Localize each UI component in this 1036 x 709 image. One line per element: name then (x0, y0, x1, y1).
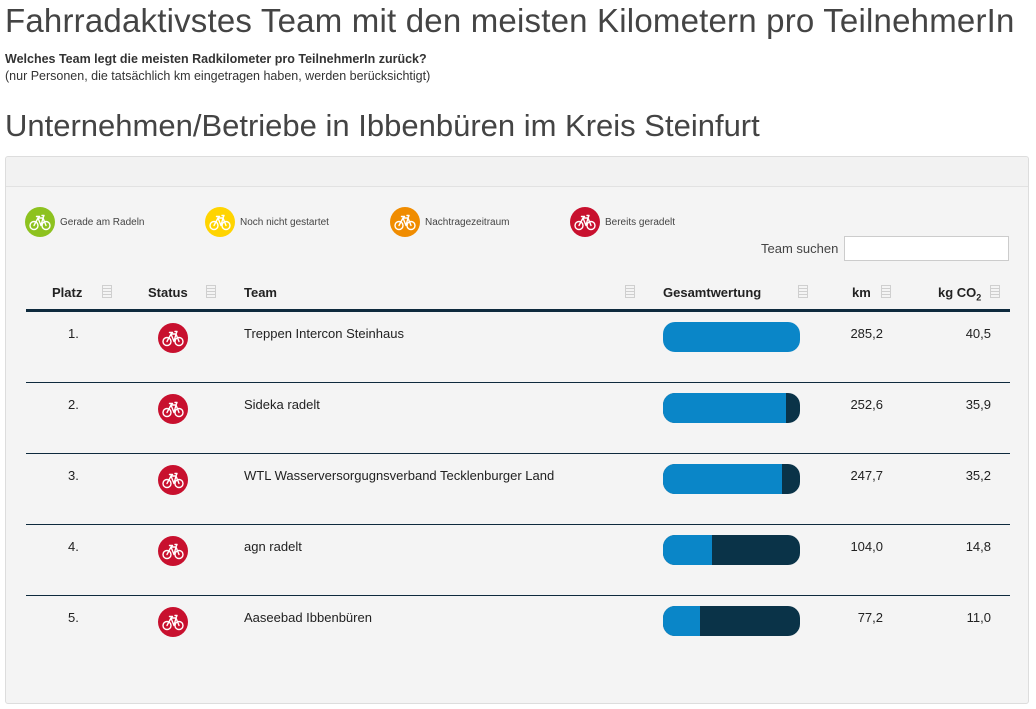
bicycle-icon (158, 394, 188, 424)
rank-cell: 5. (68, 610, 79, 625)
sort-icon[interactable] (102, 285, 112, 298)
section-title: Unternehmen/Betriebe in Ibbenbüren im Kr… (5, 108, 760, 143)
sort-icon[interactable] (206, 285, 216, 298)
bicycle-icon (25, 207, 55, 237)
legend-item-late-entry: Nachtragezeitraum (390, 207, 509, 237)
column-header-status[interactable]: Status (148, 285, 188, 300)
rank-cell: 3. (68, 468, 79, 483)
km-cell: 285,2 (850, 326, 883, 341)
co2-subscript: 2 (976, 292, 982, 303)
bicycle-icon (570, 207, 600, 237)
legend-label: Nachtragezeitraum (425, 216, 510, 228)
bicycle-icon (158, 607, 188, 637)
team-name: Sideka radelt (244, 397, 320, 412)
table-row: 1. Treppen Intercon Steinhaus 285,2 40,5 (26, 312, 1010, 383)
table-row: 5. Aaseebad Ibbenbüren 77,2 11,0 (26, 596, 1010, 667)
table-body: 1. Treppen Intercon Steinhaus 285,2 40,5 2. S… (26, 312, 1010, 667)
sort-icon[interactable] (990, 285, 1000, 298)
km-cell: 252,6 (850, 397, 883, 412)
team-name: Treppen Intercon Steinhaus (244, 326, 404, 341)
bicycle-icon (158, 323, 188, 353)
legend-item-not-started: Noch nicht gestartet (205, 207, 329, 237)
legend-item-finished: Bereits geradelt (570, 207, 675, 237)
co2-cell: 14,8 (965, 539, 991, 554)
legend-label: Gerade am Radeln (60, 216, 145, 228)
search-label: Team suchen (761, 241, 839, 256)
column-header-rank[interactable]: Platz (52, 285, 83, 300)
note-text: (nur Personen, die tatsächlich km einget… (5, 69, 431, 83)
bicycle-icon (205, 207, 235, 237)
rank-cell: 1. (68, 326, 79, 341)
km-cell: 247,7 (850, 468, 883, 483)
co2-cell: 40,5 (965, 326, 991, 341)
column-header-score[interactable]: Gesamtwertung (663, 285, 762, 300)
sort-icon[interactable] (881, 285, 891, 298)
team-name: agn radelt (244, 539, 302, 554)
score-bar-fill (663, 606, 700, 636)
co2-label: kg CO (938, 285, 977, 300)
sort-icon[interactable] (798, 285, 808, 298)
table-row: 4. agn radelt 104,0 14,8 (26, 525, 1010, 596)
column-header-team[interactable]: Team (244, 285, 277, 300)
km-cell: 77,2 (857, 610, 883, 625)
score-bar-fill (663, 322, 800, 352)
table-header: Platz Status Team Gesamtwertung km kg CO… (26, 275, 1010, 312)
page-title: Fahrradaktivstes Team mit den meisten Ki… (5, 2, 1015, 39)
ranking-table: Platz Status Team Gesamtwertung km kg CO… (26, 275, 1010, 667)
column-header-co2[interactable]: kg CO2 (938, 285, 981, 303)
team-name: WTL Wasserversorgugnsverband Tecklenburg… (244, 468, 555, 483)
score-bar (663, 464, 800, 494)
column-header-km[interactable]: km (852, 285, 871, 300)
co2-cell: 35,9 (965, 397, 991, 412)
team-name: Aaseebad Ibbenbüren (244, 610, 372, 625)
co2-cell: 11,0 (966, 610, 991, 625)
sort-icon[interactable] (625, 285, 635, 298)
bicycle-icon (158, 465, 188, 495)
ranking-panel: Gerade am Radeln Noch nicht gestartet Na… (5, 156, 1029, 704)
team-search-input[interactable] (844, 236, 1009, 261)
table-row: 3. WTL Wasserversorgugnsverband Tecklenbu… (26, 454, 1010, 525)
co2-cell: 35,2 (965, 468, 991, 483)
legend-label: Noch nicht gestartet (240, 216, 329, 228)
bicycle-icon (158, 536, 188, 566)
score-bar-fill (663, 535, 713, 565)
question-text: Welches Team legt die meisten Radkilomet… (5, 52, 427, 66)
rank-cell: 2. (68, 397, 79, 412)
rank-cell: 4. (68, 539, 79, 554)
score-bar (663, 535, 800, 565)
score-bar (663, 393, 800, 423)
legend-label: Bereits geradelt (605, 216, 676, 228)
score-bar (663, 322, 800, 352)
bicycle-icon (390, 207, 420, 237)
score-bar (663, 606, 800, 636)
panel-header (6, 157, 1028, 187)
table-row: 2. Sideka radelt 252,6 35,9 (26, 383, 1010, 454)
km-cell: 104,0 (850, 539, 883, 554)
legend-item-riding: Gerade am Radeln (25, 207, 145, 237)
score-bar-fill (663, 393, 787, 423)
score-bar-fill (663, 464, 783, 494)
